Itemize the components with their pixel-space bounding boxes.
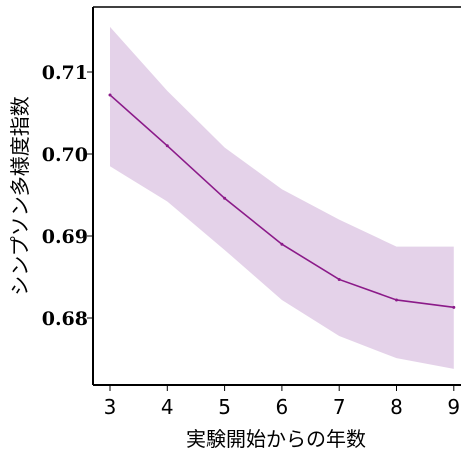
x-tick-label: 4 xyxy=(161,395,174,419)
x-tick-label: 9 xyxy=(447,395,460,419)
data-point xyxy=(395,298,398,302)
x-tick-label: 3 xyxy=(104,395,117,419)
x-tick-label: 6 xyxy=(276,395,289,419)
data-point xyxy=(165,144,169,148)
data-point xyxy=(108,93,112,97)
confidence-band xyxy=(110,26,454,369)
y-tick-label: 0.71 xyxy=(42,62,88,84)
y-axis-label: シンプソン多様度指数 xyxy=(8,96,32,295)
data-point xyxy=(280,242,284,246)
x-axis-label: 実験開始からの年数 xyxy=(186,427,366,449)
data-point xyxy=(223,196,227,200)
x-tick-label: 7 xyxy=(333,395,346,419)
y-tick-label: 0.70 xyxy=(42,144,88,166)
data-point xyxy=(337,277,341,281)
x-tick-label: 8 xyxy=(390,395,403,419)
x-tick-label: 5 xyxy=(218,395,231,419)
data-point xyxy=(452,305,456,309)
y-tick-label: 0.68 xyxy=(42,308,88,330)
y-tick-label: 0.69 xyxy=(42,226,88,248)
